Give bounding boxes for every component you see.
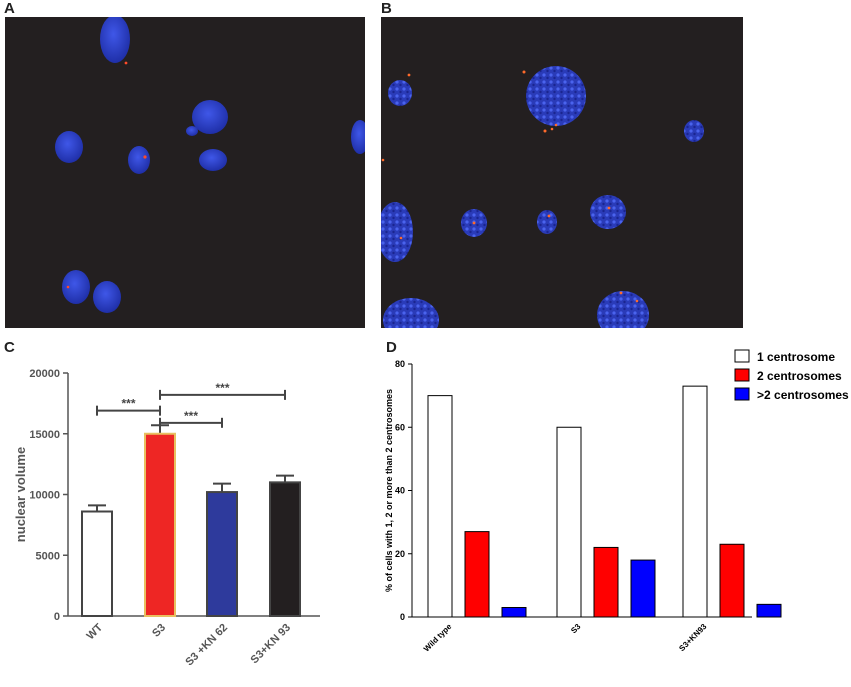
- d-bar: [593, 546, 619, 618]
- panel-label-c: C: [4, 339, 15, 356]
- panel-label-d: D: [386, 339, 397, 356]
- c-x-tick-label: WT: [85, 621, 106, 642]
- c-sig-label: ***: [121, 397, 135, 411]
- d-y-tick-label: 0: [400, 612, 405, 622]
- nucleus: [128, 146, 150, 174]
- d-y-axis-label: % of cells with 1, 2 or more than 2 cent…: [384, 389, 394, 592]
- c-sig-label: ***: [184, 409, 198, 423]
- c-y-axis-label: nuclear volume: [13, 447, 28, 542]
- nucleus: [388, 80, 412, 106]
- nucleus: [684, 120, 704, 142]
- d-x-tick-label: S3+KN93: [677, 622, 708, 653]
- c-x-tick-label: S3 +KN 62: [183, 622, 230, 669]
- micrograph-b: [381, 17, 743, 328]
- nucleus: [351, 120, 365, 154]
- d-y-tick-label: 40: [395, 486, 405, 496]
- c-bar: [206, 491, 238, 618]
- d-legend-label: 1 centrosome: [757, 350, 835, 364]
- nucleus: [381, 202, 413, 262]
- d-legend-label: >2 centrosomes: [757, 388, 849, 402]
- c-y-tick-label: 0: [54, 611, 60, 623]
- chart-d: 0 20 40 60 80 % of cells with 1, 2 or more th…: [384, 349, 849, 654]
- d-legend-swatch: [734, 349, 750, 363]
- c-sig-label: ***: [215, 381, 229, 395]
- d-bar: [427, 395, 453, 618]
- c-y-tick-label: 10000: [29, 490, 60, 502]
- c-bar: [269, 481, 301, 617]
- c-y-tick-label: 20000: [29, 368, 60, 380]
- c-bar: [81, 510, 113, 617]
- nucleus: [55, 131, 83, 163]
- nucleus: [597, 291, 649, 328]
- d-bar: [682, 385, 708, 618]
- nucleus: [526, 66, 586, 126]
- nucleus: [537, 210, 557, 234]
- d-legend-swatch: [734, 387, 750, 401]
- d-legend-swatch: [734, 368, 750, 382]
- nucleus: [62, 270, 90, 304]
- d-legend-label: 2 centrosomes: [757, 369, 842, 383]
- nucleus: [93, 281, 121, 313]
- c-x-tick-label: S3: [150, 622, 168, 640]
- micrograph-b-image: [381, 66, 704, 328]
- nucleus: [100, 17, 130, 63]
- c-y-tick-label: 5000: [36, 550, 60, 562]
- panel-label-a: A: [4, 0, 15, 17]
- d-bar: [464, 531, 490, 618]
- d-bar: [556, 426, 582, 618]
- nucleus: [590, 195, 626, 229]
- d-bar: [630, 559, 656, 618]
- d-bar: [501, 607, 527, 618]
- panel-label-b: B: [381, 0, 392, 17]
- d-bar: [719, 543, 745, 618]
- micrograph-a-image: [55, 17, 365, 313]
- nucleus: [199, 149, 227, 171]
- d-x-tick-label: Wild type: [422, 622, 454, 654]
- d-y-tick-label: 80: [395, 359, 405, 369]
- d-y-tick-label: 20: [395, 549, 405, 559]
- c-x-tick-label: S3+KN 93: [249, 622, 294, 667]
- nucleus: [186, 126, 198, 136]
- nucleus: [192, 100, 228, 134]
- d-bar: [756, 603, 782, 618]
- chart-c: 0 5000 10000 15000 20000 nuclear volume WT S3 S3…: [13, 368, 320, 669]
- micrograph-a: [5, 17, 365, 328]
- c-y-tick-label: 15000: [29, 429, 60, 441]
- nucleus: [383, 298, 439, 328]
- d-x-tick-label: S3: [569, 622, 583, 636]
- d-y-tick-label: 60: [395, 422, 405, 432]
- c-bar: [144, 432, 176, 617]
